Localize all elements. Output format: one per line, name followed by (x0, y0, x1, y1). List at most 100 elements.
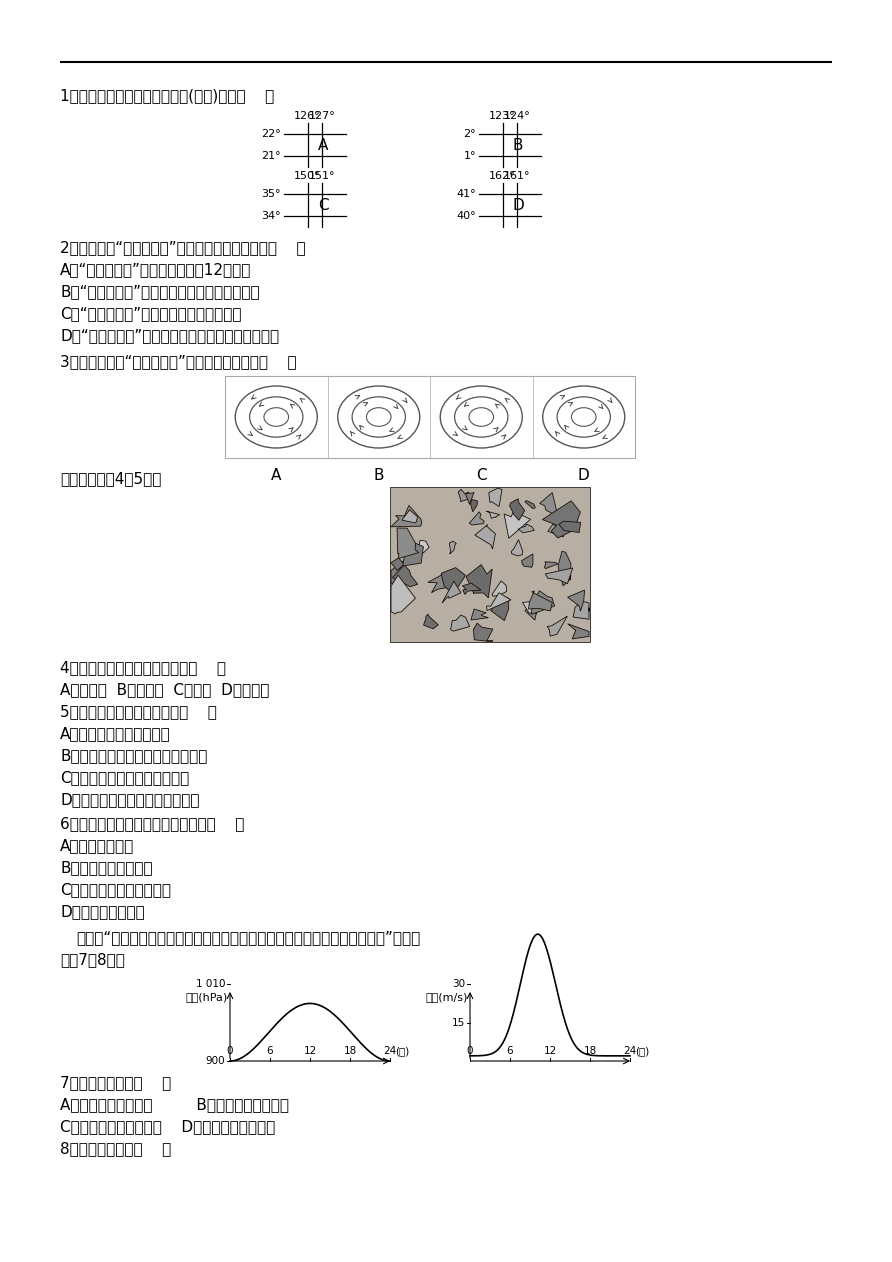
Polygon shape (544, 562, 558, 569)
Text: 2°: 2° (463, 130, 476, 139)
Polygon shape (450, 615, 470, 631)
Text: A: A (318, 138, 328, 153)
Polygon shape (465, 492, 475, 505)
Text: A．“贝亚特里斯”飓风中心风力在12级以上: A．“贝亚特里斯”飓风中心风力在12级以上 (60, 262, 252, 276)
Text: 35°: 35° (261, 189, 281, 199)
Text: 3．下列能表示“贝亚特里斯”飓风天气系统的是（    ）: 3．下列能表示“贝亚特里斯”飓风天气系统的是（ ） (60, 355, 297, 369)
Polygon shape (486, 511, 500, 519)
Polygon shape (532, 591, 555, 615)
Text: 完戁7～8题。: 完戁7～8题。 (60, 952, 125, 967)
Text: 150°: 150° (294, 170, 321, 180)
Polygon shape (509, 498, 524, 520)
Polygon shape (547, 616, 567, 636)
Text: A．吞没城镇、道路和田园: A．吞没城镇、道路和田园 (60, 726, 170, 741)
Text: 126°: 126° (294, 111, 321, 121)
Polygon shape (442, 568, 466, 592)
Polygon shape (574, 601, 589, 620)
Text: C: C (318, 197, 328, 212)
Polygon shape (471, 610, 489, 620)
Polygon shape (558, 551, 571, 586)
Text: 2．下面关于“贝亚特里斯”飓风的说法，正确的是（    ）: 2．下面关于“贝亚特里斯”飓风的说法，正确的是（ ） (60, 240, 306, 255)
Text: 8．该天气系统是（    ）: 8．该天气系统是（ ） (60, 1141, 171, 1156)
Text: B: B (374, 468, 384, 483)
Polygon shape (458, 490, 472, 502)
Polygon shape (424, 615, 438, 628)
Text: 0: 0 (467, 1046, 474, 1056)
Text: 6．洪水和雨涝易同时发生的地区是（    ）: 6．洪水和雨涝易同时发生的地区是（ ） (60, 817, 244, 830)
Text: 1°: 1° (464, 150, 476, 160)
Polygon shape (462, 583, 481, 594)
Text: D．降水丰富的山地: D．降水丰富的山地 (60, 904, 145, 919)
Text: (时): (时) (395, 1046, 409, 1056)
Text: C．蔒发微弱的高纬度地区: C．蔒发微弱的高纬度地区 (60, 882, 171, 897)
Polygon shape (402, 510, 417, 522)
Polygon shape (397, 528, 419, 559)
Text: D: D (578, 468, 590, 483)
Text: 12: 12 (543, 1046, 557, 1056)
Text: 读下图，回答4～5题。: 读下图，回答4～5题。 (60, 471, 161, 486)
Polygon shape (523, 601, 538, 613)
Text: 5．该自然灾害造成的危害是（    ）: 5．该自然灾害造成的危害是（ ） (60, 704, 217, 719)
Text: 15: 15 (451, 1017, 465, 1027)
Text: 124°: 124° (504, 111, 531, 121)
Polygon shape (391, 575, 416, 613)
Polygon shape (487, 593, 511, 611)
Polygon shape (518, 524, 534, 533)
Text: D．作物根部缺氧，造成收成减少: D．作物根部缺氧，造成收成减少 (60, 793, 200, 806)
Polygon shape (392, 565, 417, 587)
Text: 21°: 21° (261, 150, 281, 160)
Text: (时): (时) (635, 1046, 649, 1056)
Text: 1 010: 1 010 (195, 979, 225, 989)
Polygon shape (548, 524, 564, 536)
Text: C．华北地区沙尘暴天气    D．长江流域伏旱天气: C．华北地区沙尘暴天气 D．长江流域伏旱天气 (60, 1119, 276, 1135)
Bar (225, 376, 635, 458)
Polygon shape (504, 511, 531, 539)
Polygon shape (489, 488, 502, 506)
Polygon shape (525, 603, 538, 620)
Polygon shape (391, 505, 422, 526)
Polygon shape (524, 501, 535, 509)
Polygon shape (540, 492, 563, 516)
Polygon shape (475, 525, 495, 549)
Text: B: B (513, 138, 524, 153)
Text: 7．该天气现象是（    ）: 7．该天气现象是（ ） (60, 1075, 171, 1090)
Text: 4．该图自然灾害的致灾因子是（    ）: 4．该图自然灾害的致灾因子是（ ） (60, 660, 226, 675)
Polygon shape (450, 541, 457, 554)
Polygon shape (391, 562, 403, 588)
Text: B．人畜用水和工农业生产用水困难: B．人畜用水和工农业生产用水困难 (60, 748, 207, 764)
Polygon shape (567, 591, 584, 611)
Text: C: C (476, 468, 486, 483)
Text: B．河流下游低洼地区: B．河流下游低洼地区 (60, 859, 153, 875)
Polygon shape (511, 540, 523, 557)
Polygon shape (491, 596, 508, 621)
Text: 24: 24 (624, 1046, 637, 1056)
Text: 6: 6 (507, 1046, 513, 1056)
Polygon shape (469, 512, 484, 525)
Polygon shape (403, 539, 424, 567)
Text: 24: 24 (384, 1046, 397, 1056)
Text: 123°: 123° (489, 111, 516, 121)
Text: 40°: 40° (457, 211, 476, 221)
Text: A．冬天大风寒潮天气         B．东南沿海台风天气: A．冬天大风寒潮天气 B．东南沿海台风天气 (60, 1097, 289, 1112)
Text: 162°: 162° (489, 170, 516, 180)
Text: D．“贝亚特里斯”飓风给社会经济造成了巨大的损失: D．“贝亚特里斯”飓风给社会经济造成了巨大的损失 (60, 328, 279, 343)
Text: C．“贝亚特里斯”飓风对人类百害而无一利: C．“贝亚特里斯”飓风对人类百害而无一利 (60, 305, 242, 321)
Polygon shape (492, 581, 507, 596)
Text: 900: 900 (205, 1056, 225, 1066)
Polygon shape (418, 540, 429, 554)
Text: A: A (271, 468, 282, 483)
Text: 6: 6 (267, 1046, 273, 1056)
Polygon shape (391, 558, 405, 570)
Text: 30: 30 (452, 979, 465, 989)
Text: 12: 12 (303, 1046, 317, 1056)
Text: D: D (512, 197, 524, 212)
Polygon shape (558, 521, 581, 533)
Text: 161°: 161° (504, 170, 531, 180)
Text: 127°: 127° (309, 111, 335, 121)
Text: 下图是“我国某天气系统在某地过境时的气压与风速随时间的变化规律示意图”，读图: 下图是“我国某天气系统在某地过境时的气压与风速随时间的变化规律示意图”，读图 (76, 930, 420, 945)
Text: 34°: 34° (261, 211, 281, 221)
Polygon shape (471, 500, 477, 512)
Text: 0: 0 (227, 1046, 233, 1056)
Text: C．交通、输电、输水线路中断: C．交通、输电、输水线路中断 (60, 770, 189, 785)
Polygon shape (522, 554, 533, 568)
